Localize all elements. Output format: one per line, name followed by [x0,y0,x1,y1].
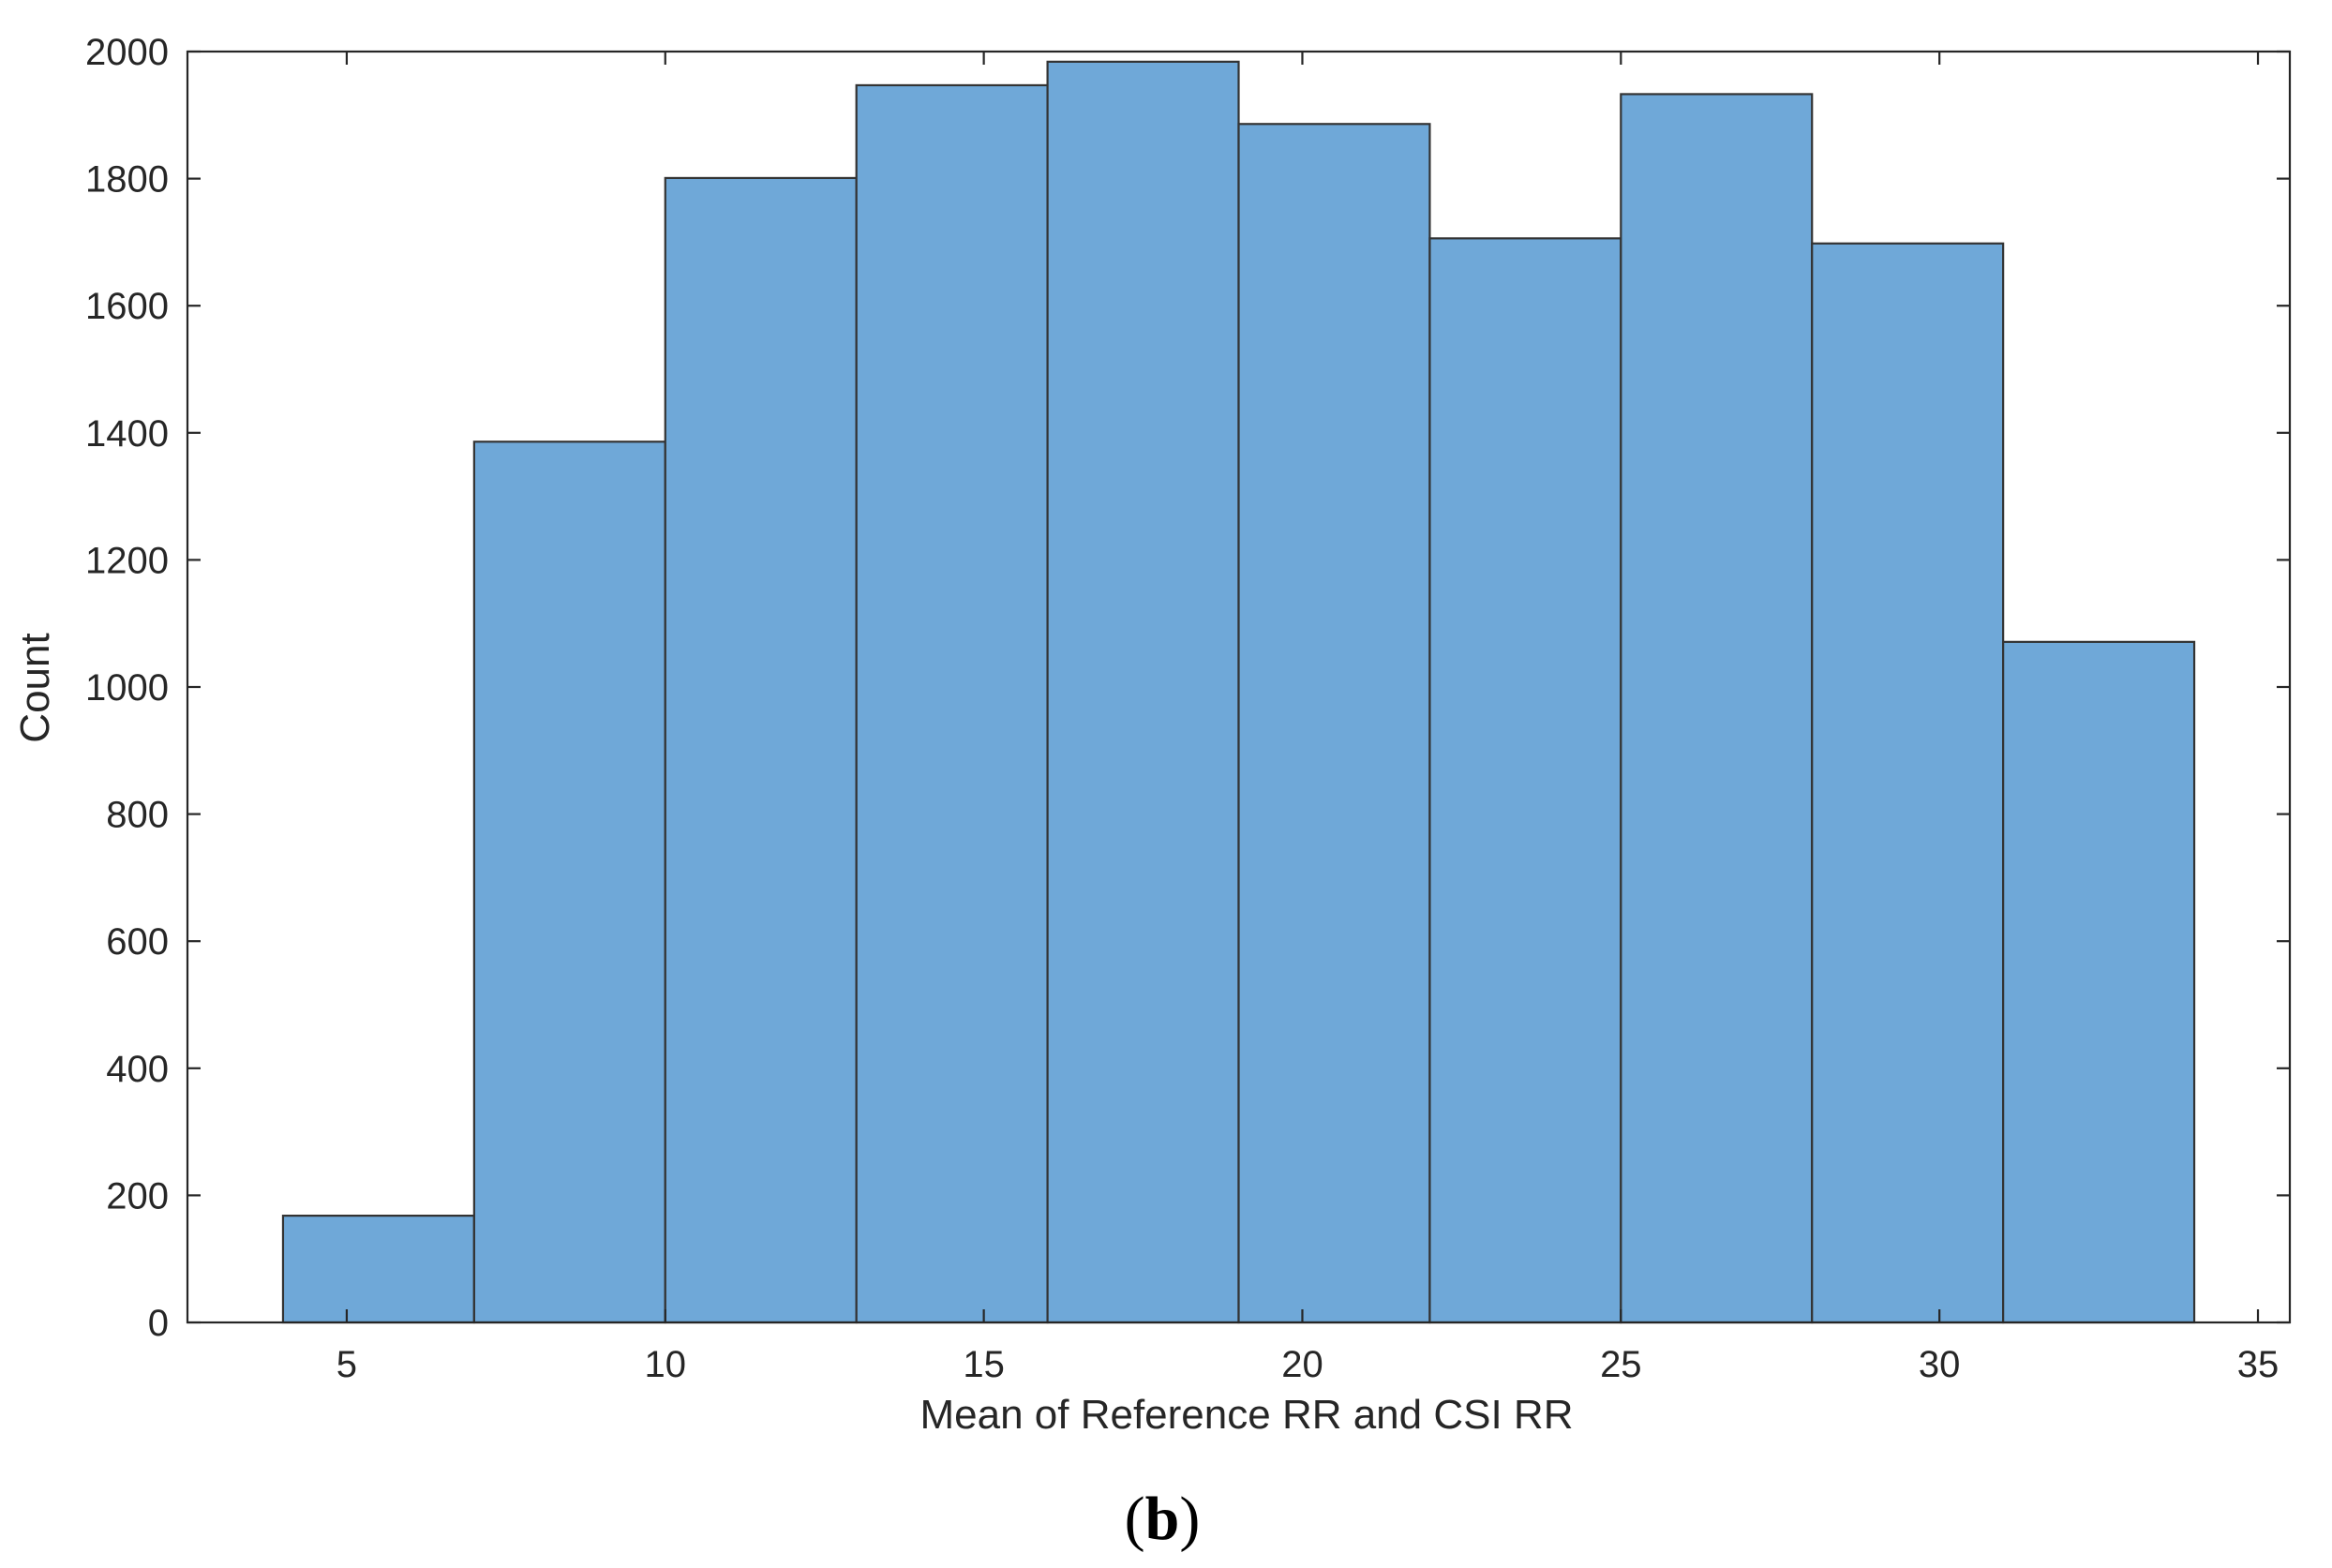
x-tick-label: 15 [963,1344,1005,1385]
histogram-bar [1237,123,1431,1324]
x-tick-label: 35 [2237,1344,2280,1385]
panel-label-close: ) [1179,1485,1200,1553]
histogram-bar [1428,237,1622,1324]
y-tick-label: 1200 [85,540,169,581]
x-tick-label: 5 [336,1344,357,1385]
histogram-bar [472,441,666,1324]
histogram-bar [1811,242,2005,1324]
histogram-bar [2002,640,2196,1324]
x-tick-label: 25 [1600,1344,1642,1385]
panel-label-open: ( [1125,1485,1145,1553]
x-tick-label: 10 [645,1344,687,1385]
x-axis-label: Mean of Reference RR and CSI RR [920,1392,1574,1438]
histogram-bar [1620,93,1814,1324]
y-tick-label: 1800 [85,159,169,201]
tick-labels-layer: 5 10 15 20 25 30 35 0 200 400 600 800 1000 1200 1400 16… [85,32,2279,1385]
y-tick-label: 400 [106,1049,169,1090]
y-tick-label: 2000 [85,32,169,73]
y-tick-label: 1400 [85,413,169,455]
y-tick-label: 1000 [85,667,169,709]
histogram-bar [281,1214,475,1324]
panel-label-letter: b [1145,1485,1180,1553]
y-tick-label: 200 [106,1175,169,1217]
histogram-bar [855,83,1049,1324]
bars-layer [281,60,2196,1324]
ticks-layer [187,50,2290,1324]
y-tick-label: 800 [106,795,169,836]
y-axis-label: Count [12,633,58,742]
y-tick-label: 0 [148,1303,169,1344]
histogram-bar [1046,60,1240,1324]
y-tick-label: 600 [106,921,169,963]
histogram-bar [664,176,858,1324]
x-tick-label: 20 [1281,1344,1323,1385]
x-tick-label: 30 [1919,1344,1961,1385]
y-tick-label: 1600 [85,286,169,327]
panel-label: (b) [1125,1485,1201,1553]
